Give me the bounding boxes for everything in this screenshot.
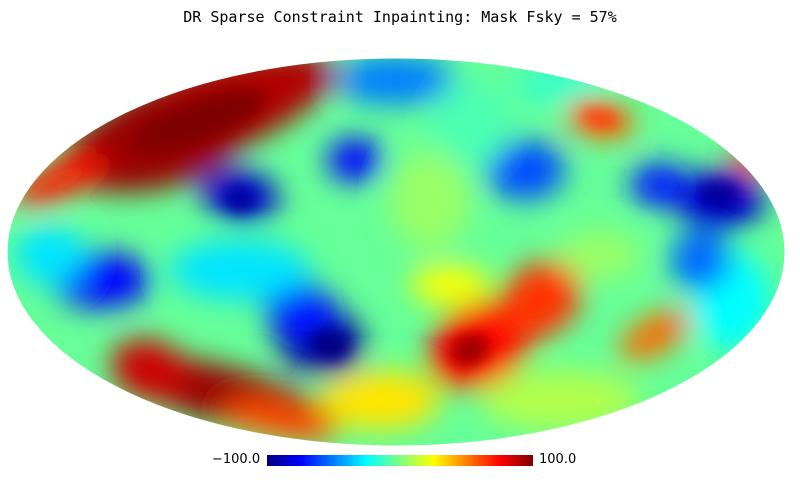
field-blob (619, 309, 691, 361)
field-blob (320, 370, 440, 430)
map-title: DR Sparse Constraint Inpainting: Mask Fs… (183, 8, 617, 26)
field-blob (430, 80, 510, 170)
field-blob (15, 225, 85, 285)
colorbar-gradient (267, 455, 533, 466)
colorbar: −100.0 100.0 (0, 452, 800, 470)
field-blob-detail (310, 329, 350, 361)
field-blob (480, 370, 640, 430)
field-blob (498, 260, 582, 340)
field-blob (170, 240, 310, 300)
field-blob (410, 265, 490, 305)
field-blob (14, 153, 106, 207)
field-blob (327, 138, 383, 182)
field-blob (390, 150, 470, 250)
field-blob (335, 58, 455, 105)
field-blob (630, 163, 690, 207)
field-blob-detail (450, 334, 490, 366)
colorbar-max-label: 100.0 (539, 452, 577, 467)
field-blob (220, 399, 340, 441)
map-outline (6, 57, 786, 447)
field-blob (111, 338, 189, 402)
field-blob (560, 230, 640, 280)
colorbar-min-label: −100.0 (212, 452, 261, 467)
field-blob-detail (580, 109, 620, 127)
field-blob-detail (133, 88, 267, 152)
field-blob (485, 140, 565, 200)
field-blob-detail (700, 181, 740, 209)
field-blob (515, 65, 605, 105)
field-blob (670, 230, 730, 290)
field-blob-detail (225, 188, 255, 212)
